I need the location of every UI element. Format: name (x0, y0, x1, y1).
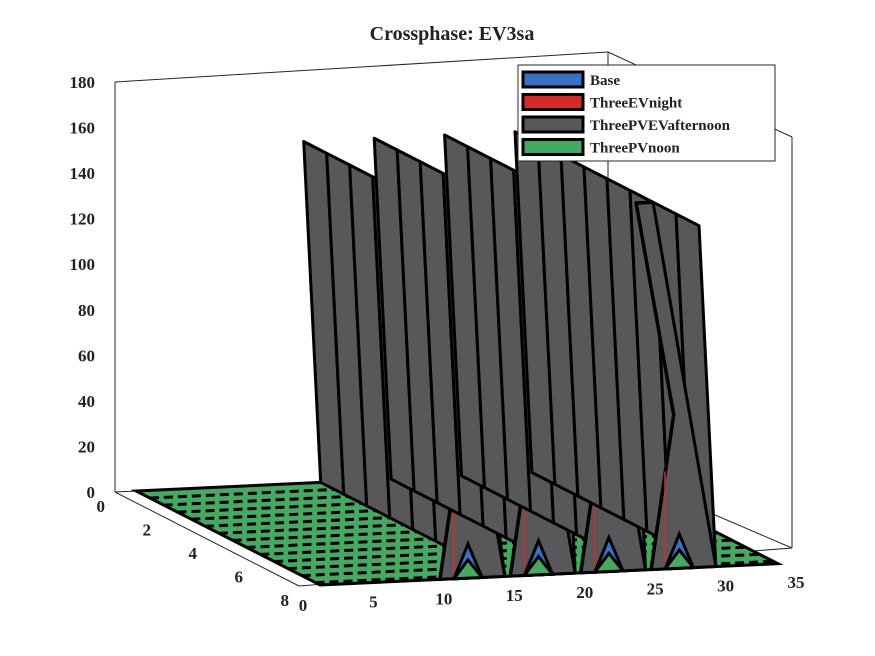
legend-label: Base (590, 73, 620, 89)
x-tick-label: 10 (435, 589, 452, 608)
surface-layer (302, 130, 718, 581)
x-tick-label: 25 (647, 580, 664, 599)
x-tick-label: 15 (506, 586, 523, 605)
z-tick-label: 160 (70, 119, 96, 138)
x-tick-label: 30 (717, 576, 734, 595)
legend-swatch (521, 115, 585, 134)
legend-label: ThreePVEVafternoon (590, 118, 731, 134)
z-tick-label: 20 (78, 437, 95, 456)
legend-swatch (521, 138, 585, 156)
y-tick-label: 2 (143, 521, 152, 540)
z-tick-label: 180 (70, 73, 96, 92)
pvnoon-series-bump (521, 554, 556, 578)
x-tick-label: 5 (369, 593, 378, 612)
y-tick-label: 8 (281, 591, 290, 610)
legend-label: ThreePVnoon (590, 141, 680, 157)
x-tick-label: 20 (576, 583, 593, 602)
z-tick-label: 40 (78, 392, 95, 411)
z-tick-label: 80 (78, 301, 95, 320)
pvnoon-series-bump (450, 557, 486, 581)
ridge-edge (634, 200, 676, 570)
z-tick-label: 100 (70, 255, 96, 274)
legend-swatch (521, 70, 585, 89)
y-tick-label: 0 (97, 497, 106, 516)
z-tick-label: 120 (70, 210, 96, 229)
y-tick-label: 6 (235, 568, 244, 587)
z-tick-label: 0 (87, 483, 96, 502)
chart-title: Crossphase: EV3sa (370, 23, 535, 45)
z-tick-label: 60 (78, 346, 95, 365)
legend: Base ThreeEVnight ThreePVEVafternoon ThreeP… (517, 64, 776, 162)
x-tick-label: 0 (299, 596, 308, 615)
pvnoon-series-bump (662, 547, 697, 571)
legend-swatch (521, 93, 585, 111)
z-tick-label: 140 (70, 164, 96, 183)
x-tick-label: 35 (788, 573, 805, 592)
y-tick-label: 4 (189, 544, 198, 563)
pvnoon-series-bump (591, 550, 627, 574)
legend-label: ThreeEVnight (590, 96, 682, 112)
